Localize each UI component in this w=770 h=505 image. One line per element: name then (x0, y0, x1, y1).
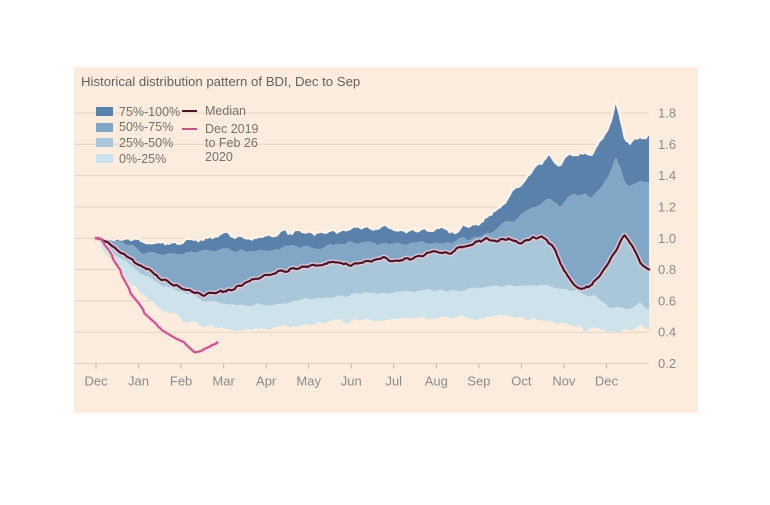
svg-text:May: May (296, 374, 321, 389)
svg-text:Aug: Aug (425, 374, 448, 389)
svg-text:Sep: Sep (467, 374, 490, 389)
svg-text:Jul: Jul (385, 374, 402, 389)
svg-text:Apr: Apr (256, 374, 277, 389)
svg-text:0.8: 0.8 (658, 262, 676, 277)
svg-text:Dec: Dec (84, 374, 108, 389)
svg-text:0.6: 0.6 (658, 293, 676, 308)
svg-text:Mar: Mar (212, 374, 235, 389)
svg-text:Jun: Jun (341, 374, 362, 389)
svg-text:1.8: 1.8 (658, 106, 676, 121)
svg-text:0.2: 0.2 (658, 356, 676, 371)
svg-text:Dec: Dec (595, 374, 619, 389)
svg-text:1.0: 1.0 (658, 231, 676, 246)
svg-text:Nov: Nov (552, 374, 576, 389)
svg-text:1.4: 1.4 (658, 168, 676, 183)
svg-text:Jan: Jan (128, 374, 149, 389)
svg-text:0.4: 0.4 (658, 325, 676, 340)
svg-text:1.6: 1.6 (658, 137, 676, 152)
svg-text:Feb: Feb (170, 374, 192, 389)
svg-text:Oct: Oct (511, 374, 532, 389)
svg-text:1.2: 1.2 (658, 199, 676, 214)
